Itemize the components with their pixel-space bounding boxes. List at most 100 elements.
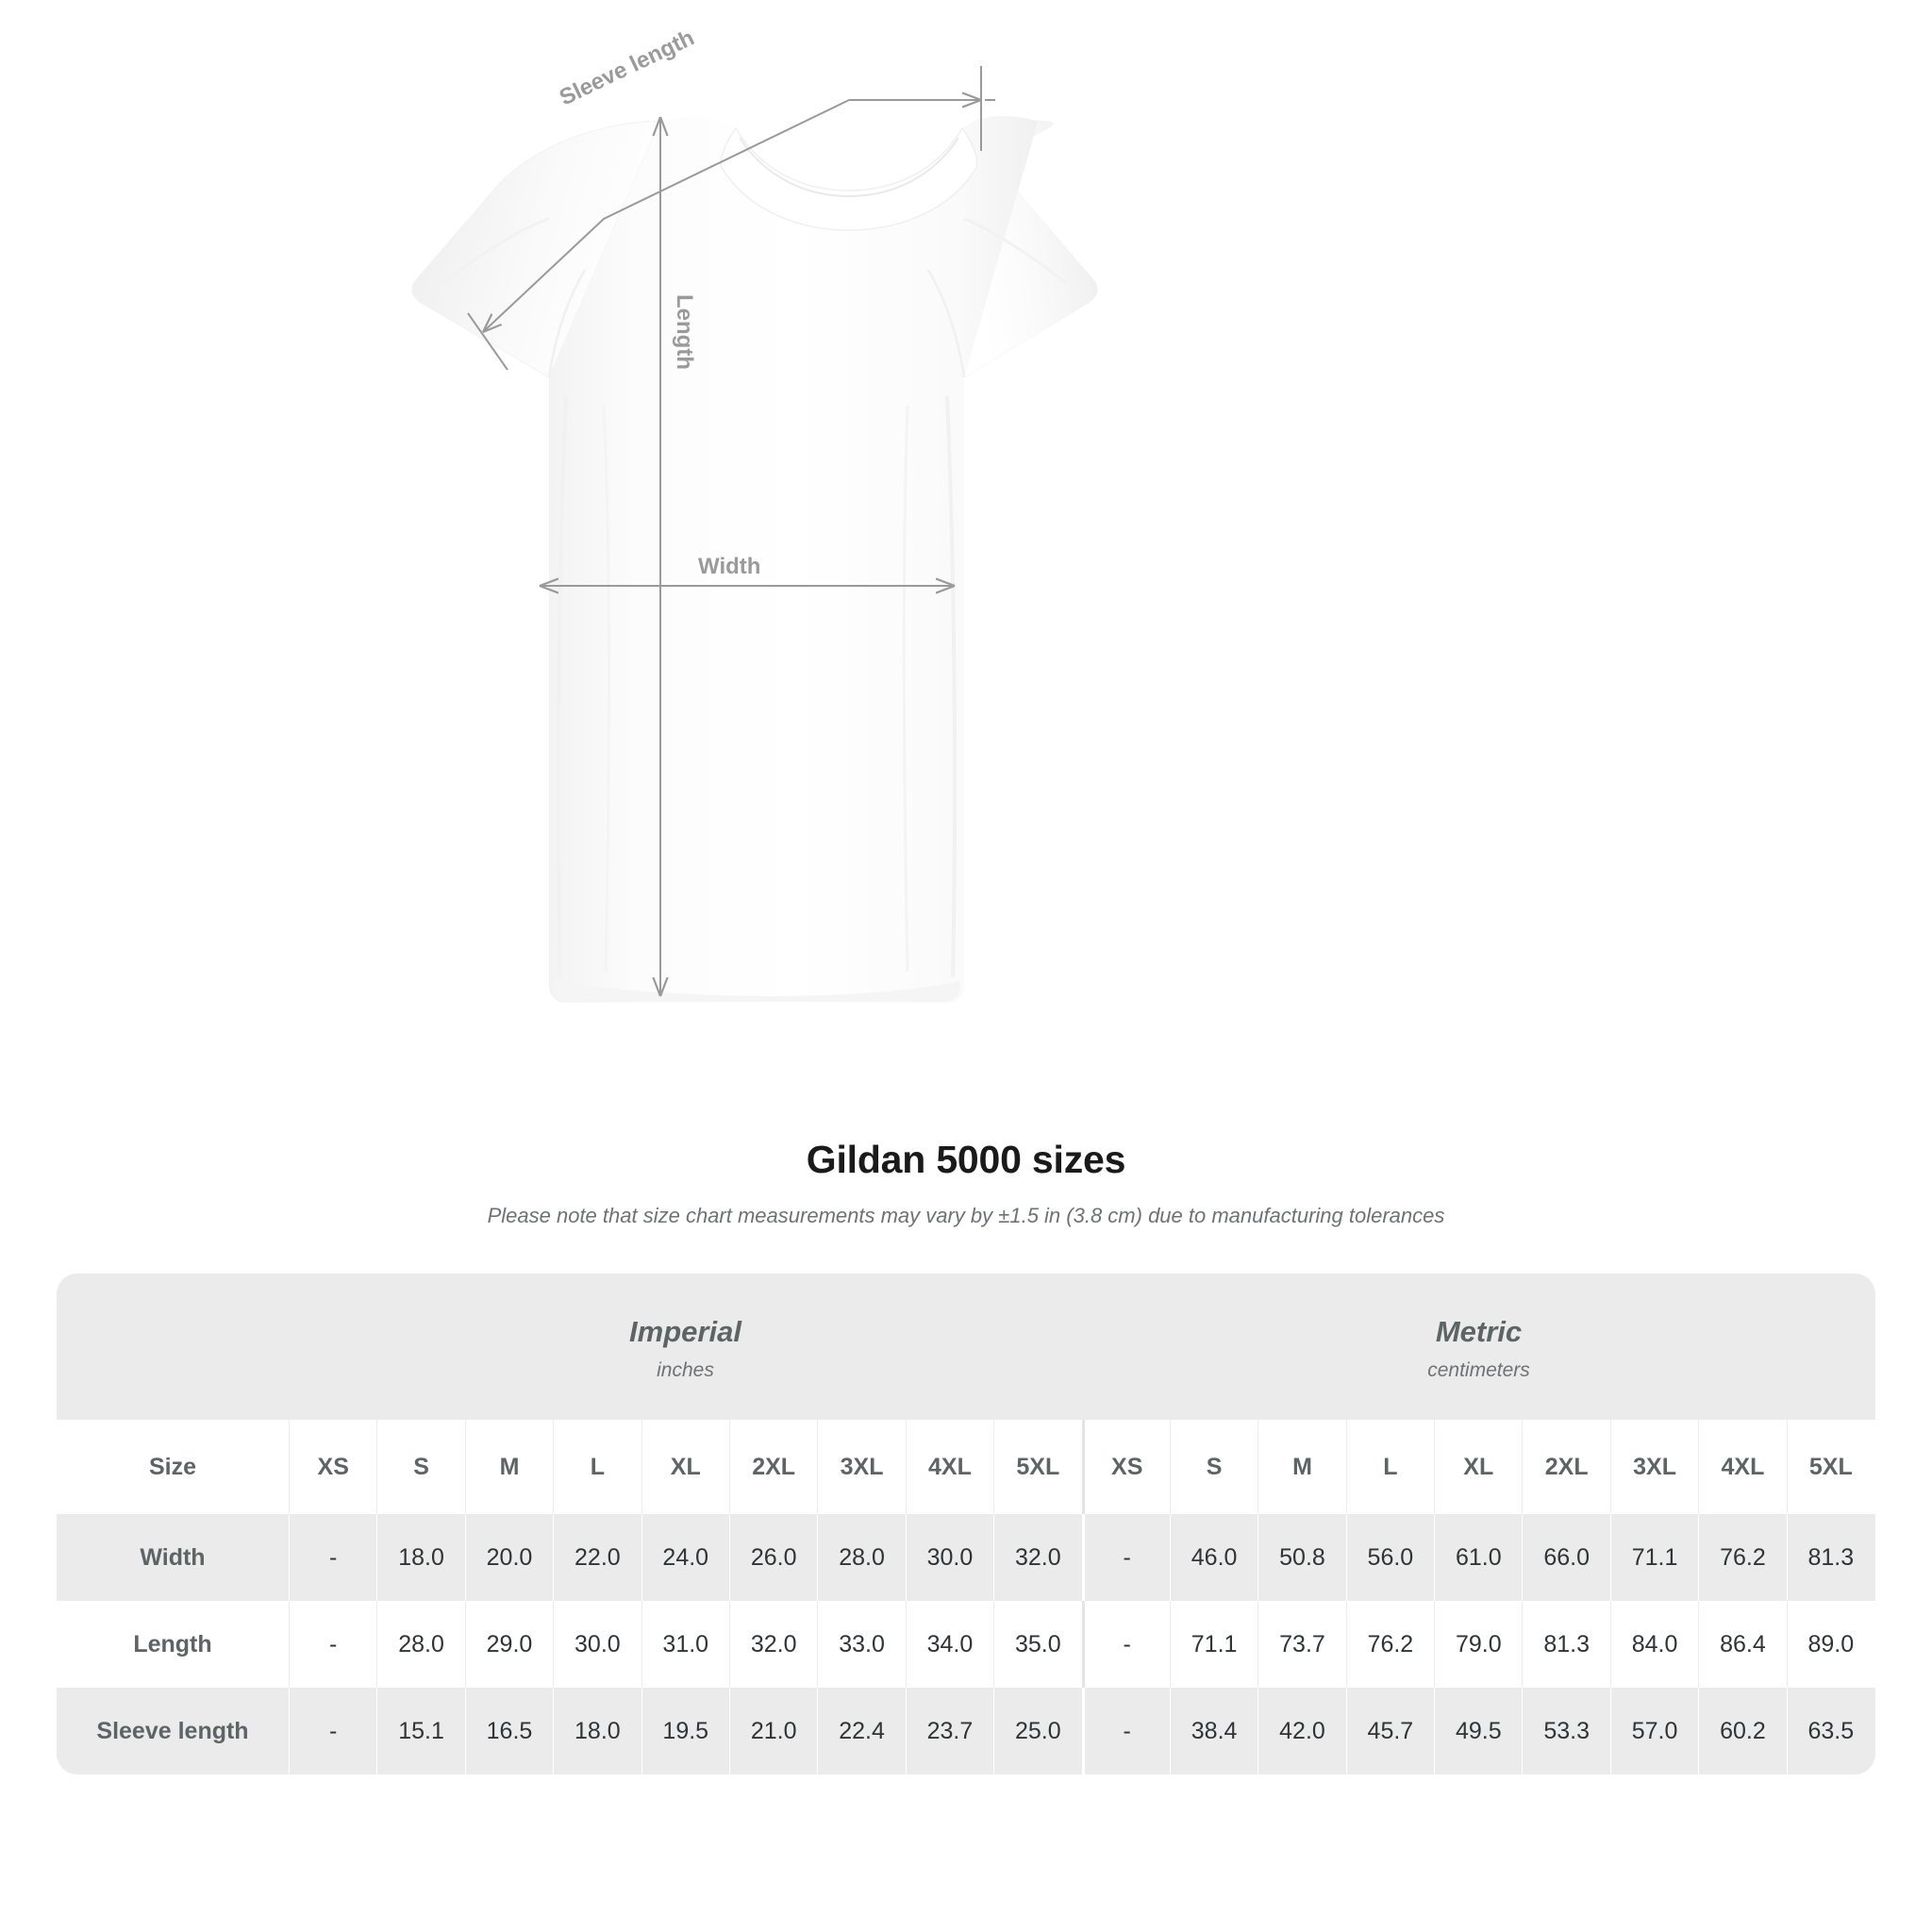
cell-width-metric-s: 46.0 bbox=[1169, 1514, 1257, 1601]
cell-width-metric-xs: - bbox=[1081, 1514, 1170, 1601]
size-header-metric-2xl: 2XL bbox=[1522, 1420, 1609, 1514]
cell-sleeve-length-imperial-xs: - bbox=[289, 1688, 376, 1774]
row-label-length: Length bbox=[133, 1630, 212, 1657]
cell-sleeve-length-metric-4xl: 60.2 bbox=[1698, 1688, 1786, 1774]
page-subtitle: Please note that size chart measurements… bbox=[487, 1204, 1445, 1228]
unit-group-imperial-sub: inches bbox=[657, 1359, 714, 1382]
unit-group-metric-name: Metric bbox=[1435, 1314, 1523, 1348]
cell-width-imperial-3xl: 28.0 bbox=[817, 1514, 905, 1601]
tshirt-measurement-diagram: Sleeve length Length Width bbox=[411, 25, 1098, 1003]
length-label: Length bbox=[672, 294, 697, 370]
cell-length-imperial-s: 28.0 bbox=[376, 1601, 464, 1688]
cell-sleeve-length-imperial-l: 18.0 bbox=[553, 1688, 641, 1774]
cell-width-metric-5xl: 81.3 bbox=[1786, 1514, 1874, 1601]
cell-sleeve-length-metric-m: 42.0 bbox=[1257, 1688, 1345, 1774]
sleeve-length-label: Sleeve length bbox=[556, 25, 698, 110]
size-table-body: Size XS S M L XL 2XL 3XL 4XL 5XL XS S M L XL 2XL 3XL 4XL 5… bbox=[57, 1420, 1875, 1774]
cell-sleeve-length-metric-5xl: 63.5 bbox=[1786, 1688, 1874, 1774]
cell-sleeve-length-imperial-2xl: 21.0 bbox=[728, 1688, 817, 1774]
size-column-header: Size bbox=[148, 1453, 197, 1480]
cell-sleeve-length-metric-xl: 49.5 bbox=[1434, 1688, 1522, 1774]
cell-sleeve-length-imperial-5xl: 25.0 bbox=[993, 1688, 1081, 1774]
cell-width-imperial-s: 18.0 bbox=[376, 1514, 464, 1601]
size-header-row: Size XS S M L XL 2XL 3XL 4XL 5XL XS S M L XL 2XL 3XL 4XL 5… bbox=[57, 1420, 1875, 1514]
cell-length-imperial-4xl: 34.0 bbox=[905, 1601, 993, 1688]
cell-width-imperial-2xl: 26.0 bbox=[728, 1514, 817, 1601]
cell-width-metric-4xl: 76.2 bbox=[1698, 1514, 1786, 1601]
cell-sleeve-length-imperial-m: 16.5 bbox=[464, 1688, 553, 1774]
tshirt-graphic bbox=[411, 115, 1098, 1003]
cell-length-imperial-l: 30.0 bbox=[553, 1601, 641, 1688]
size-header-metric-m: M bbox=[1257, 1420, 1345, 1514]
cell-width-imperial-xl: 24.0 bbox=[641, 1514, 729, 1601]
size-header-metric-5xl: 5XL bbox=[1786, 1420, 1874, 1514]
cell-length-metric-4xl: 86.4 bbox=[1698, 1601, 1786, 1688]
cell-sleeve-length-imperial-3xl: 22.4 bbox=[817, 1688, 905, 1774]
cell-width-metric-xl: 61.0 bbox=[1434, 1514, 1522, 1601]
cell-width-metric-2xl: 66.0 bbox=[1522, 1514, 1609, 1601]
cell-width-imperial-xs: - bbox=[289, 1514, 376, 1601]
size-header-metric-xs: XS bbox=[1081, 1420, 1170, 1514]
size-chart-table: Imperial inches Metric centimeters Size X… bbox=[57, 1274, 1875, 1774]
unit-group-metric-sub: centimeters bbox=[1427, 1359, 1530, 1382]
width-label: Width bbox=[698, 554, 760, 579]
cell-sleeve-length-metric-s: 38.4 bbox=[1169, 1688, 1257, 1774]
cell-width-metric-3xl: 71.1 bbox=[1609, 1514, 1698, 1601]
row-label-sleeve-length: Sleeve length bbox=[96, 1717, 249, 1744]
size-header-imperial-5xl: 5XL bbox=[993, 1420, 1081, 1514]
size-header-imperial-3xl: 3XL bbox=[817, 1420, 905, 1514]
cell-length-metric-l: 76.2 bbox=[1345, 1601, 1434, 1688]
cell-length-metric-xs: - bbox=[1081, 1601, 1170, 1688]
table-row: Width -18.0 20.0 22.0 24.0 26.0 28.0 30.0 32.0-4… bbox=[57, 1514, 1875, 1601]
cell-sleeve-length-metric-xs: - bbox=[1081, 1688, 1170, 1774]
page-title: Gildan 5000 sizes bbox=[806, 1138, 1126, 1181]
cell-width-metric-m: 50.8 bbox=[1257, 1514, 1345, 1601]
size-header-metric-3xl: 3XL bbox=[1609, 1420, 1698, 1514]
unit-header-row: Imperial inches Metric centimeters bbox=[57, 1274, 1875, 1420]
table-row: Length -28.0 29.0 30.0 31.0 32.0 33.0 34.0 35.0-… bbox=[57, 1601, 1875, 1688]
cell-sleeve-length-imperial-4xl: 23.7 bbox=[905, 1688, 993, 1774]
cell-length-imperial-3xl: 33.0 bbox=[817, 1601, 905, 1688]
cell-length-imperial-m: 29.0 bbox=[464, 1601, 553, 1688]
cell-length-metric-2xl: 81.3 bbox=[1522, 1601, 1609, 1688]
size-header-imperial-xl: XL bbox=[641, 1420, 729, 1514]
cell-length-imperial-xl: 31.0 bbox=[641, 1601, 729, 1688]
size-header-imperial-4xl: 4XL bbox=[905, 1420, 993, 1514]
row-label-width: Width bbox=[140, 1543, 206, 1571]
size-header-imperial-2xl: 2XL bbox=[728, 1420, 817, 1514]
cell-length-imperial-5xl: 35.0 bbox=[993, 1601, 1081, 1688]
cell-length-metric-s: 71.1 bbox=[1169, 1601, 1257, 1688]
cell-length-metric-3xl: 84.0 bbox=[1609, 1601, 1698, 1688]
cell-length-imperial-xs: - bbox=[289, 1601, 376, 1688]
cell-sleeve-length-metric-2xl: 53.3 bbox=[1522, 1688, 1609, 1774]
cell-sleeve-length-metric-3xl: 57.0 bbox=[1609, 1688, 1698, 1774]
sleeve-length-dimension bbox=[467, 66, 995, 371]
size-header-metric-xl: XL bbox=[1434, 1420, 1522, 1514]
cell-length-metric-xl: 79.0 bbox=[1434, 1601, 1522, 1688]
unit-group-imperial-name: Imperial bbox=[629, 1314, 741, 1348]
cell-length-metric-m: 73.7 bbox=[1257, 1601, 1345, 1688]
size-header-imperial-m: M bbox=[464, 1420, 553, 1514]
cell-width-imperial-4xl: 30.0 bbox=[905, 1514, 993, 1601]
unit-group-metric: Metric centimeters bbox=[1082, 1274, 1875, 1420]
cell-width-metric-l: 56.0 bbox=[1345, 1514, 1434, 1601]
cell-sleeve-length-imperial-xl: 19.5 bbox=[641, 1688, 729, 1774]
unit-header-spacer bbox=[57, 1274, 289, 1420]
size-header-metric-4xl: 4XL bbox=[1698, 1420, 1786, 1514]
cell-length-metric-5xl: 89.0 bbox=[1786, 1601, 1874, 1688]
dimension-lines bbox=[467, 66, 995, 996]
size-header-metric-l: L bbox=[1345, 1420, 1434, 1514]
size-header-imperial-l: L bbox=[553, 1420, 641, 1514]
cell-width-imperial-5xl: 32.0 bbox=[993, 1514, 1081, 1601]
table-row: Sleeve length -15.1 16.5 18.0 19.5 21.0 22.4 23… bbox=[57, 1688, 1875, 1774]
cell-width-imperial-m: 20.0 bbox=[464, 1514, 553, 1601]
cell-sleeve-length-imperial-s: 15.1 bbox=[376, 1688, 464, 1774]
size-header-imperial-xs: XS bbox=[289, 1420, 376, 1514]
cell-width-imperial-l: 22.0 bbox=[553, 1514, 641, 1601]
chart-header: Gildan 5000 sizes Please note that size … bbox=[0, 1138, 1932, 1229]
unit-group-imperial: Imperial inches bbox=[289, 1274, 1082, 1420]
cell-length-imperial-2xl: 32.0 bbox=[728, 1601, 817, 1688]
cell-sleeve-length-metric-l: 45.7 bbox=[1345, 1688, 1434, 1774]
size-header-imperial-s: S bbox=[376, 1420, 464, 1514]
size-header-metric-s: S bbox=[1169, 1420, 1257, 1514]
